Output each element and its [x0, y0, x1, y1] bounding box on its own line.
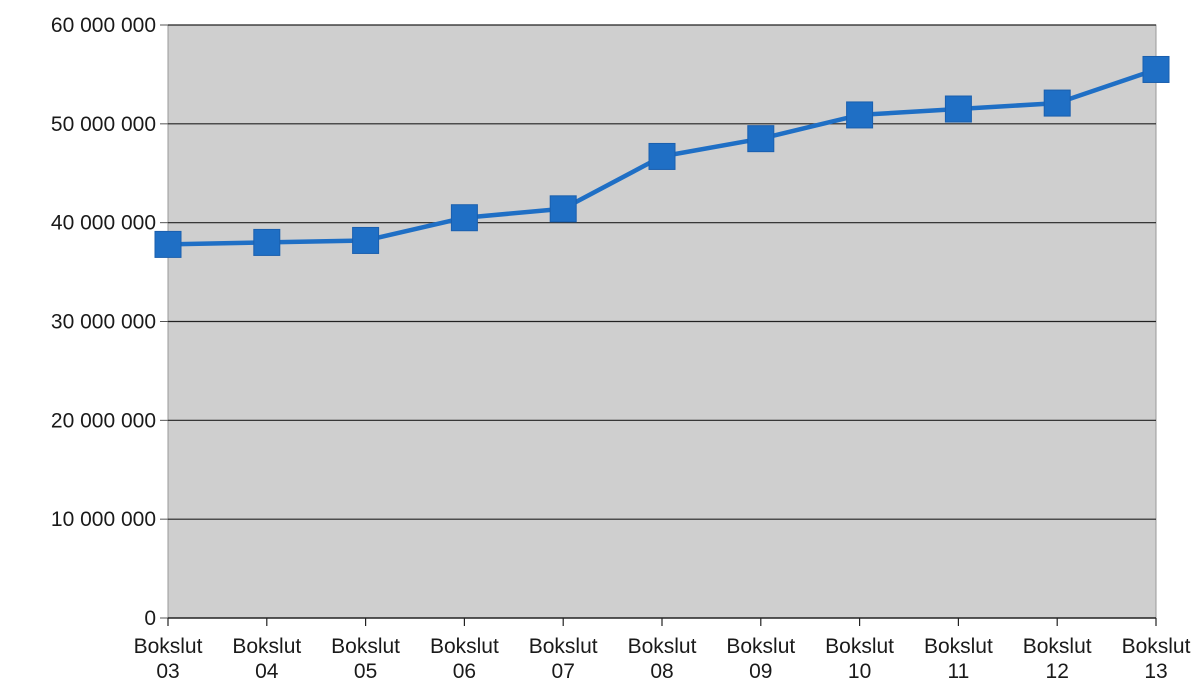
- x-tick-label-line: 07: [552, 660, 575, 683]
- x-tick-label-line: 05: [354, 660, 377, 683]
- series-layer: [154, 55, 1170, 258]
- x-tick-label: Bokslut 11: [924, 635, 993, 683]
- x-tick-label-line: 13: [1144, 660, 1167, 683]
- data-point-marker: [450, 204, 478, 232]
- data-point-marker: [846, 101, 874, 129]
- x-tick-label-line: Bokslut: [924, 635, 993, 658]
- data-point-marker: [352, 226, 380, 254]
- y-tick-label: 30 000 000: [51, 311, 156, 334]
- x-axis-ticks: [167, 618, 1157, 626]
- x-tick-label-line: Bokslut: [1122, 635, 1191, 658]
- data-point-marker: [1142, 55, 1170, 83]
- x-tick-label-line: Bokslut: [430, 635, 499, 658]
- y-tick-label: 10 000 000: [51, 508, 156, 531]
- y-tick-label: 50 000 000: [51, 113, 156, 136]
- x-tick-label-line: Bokslut: [331, 635, 400, 658]
- x-tick-label-line: Bokslut: [825, 635, 894, 658]
- data-point-marker: [1043, 89, 1071, 117]
- y-tick-label: 20 000 000: [51, 409, 156, 432]
- y-tick-label: 60 000 000: [51, 14, 156, 37]
- data-point-marker: [549, 195, 577, 223]
- data-point-marker: [944, 95, 972, 123]
- x-tick-label-line: 08: [650, 660, 673, 683]
- x-tick-label-line: Bokslut: [232, 635, 301, 658]
- x-tick-label: Bokslut 05: [331, 635, 400, 683]
- x-tick-label-line: Bokslut: [529, 635, 598, 658]
- x-tick-label-line: 09: [749, 660, 772, 683]
- x-tick-label: Bokslut 06: [430, 635, 499, 683]
- x-tick-label-line: Bokslut: [1023, 635, 1092, 658]
- x-tick-label-line: 12: [1046, 660, 1069, 683]
- x-tick-label: Bokslut 13: [1122, 635, 1191, 683]
- x-tick-label-line: Bokslut: [726, 635, 795, 658]
- x-tick-label: Bokslut 03: [134, 635, 203, 683]
- x-tick-label: Bokslut 04: [232, 635, 301, 683]
- data-point-marker: [747, 125, 775, 153]
- data-point-marker: [648, 142, 676, 170]
- x-tick-label: Bokslut 12: [1023, 635, 1092, 683]
- x-tick-label-line: 11: [947, 660, 969, 683]
- x-tick-label-line: 04: [255, 660, 279, 683]
- x-tick-label-line: Bokslut: [628, 635, 697, 658]
- data-point-marker: [253, 228, 281, 256]
- x-tick-label: Bokslut 07: [529, 635, 598, 683]
- x-tick-label-line: 10: [848, 660, 871, 683]
- x-tick-label: Bokslut 10: [825, 635, 894, 683]
- x-tick-label: Bokslut 09: [726, 635, 795, 683]
- data-point-marker: [154, 230, 182, 258]
- x-tick-label-line: 06: [453, 660, 476, 683]
- y-tick-label: 0: [144, 607, 156, 630]
- x-tick-label-line: 03: [156, 660, 179, 683]
- y-tick-label: 40 000 000: [51, 212, 156, 235]
- y-axis-tick-labels: 0 10 000 000 20 000 000 30 000 000 40 000 00…: [51, 14, 156, 630]
- x-tick-label-line: Bokslut: [134, 635, 203, 658]
- x-tick-label: Bokslut 08: [628, 635, 697, 683]
- gridlines: [160, 24, 1156, 619]
